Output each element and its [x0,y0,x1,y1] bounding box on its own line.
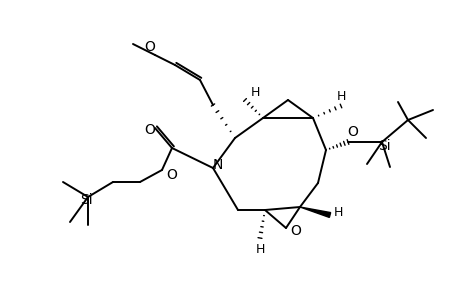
Text: Si: Si [377,139,390,153]
Text: O: O [290,224,301,238]
Text: H: H [250,85,259,98]
Text: Si: Si [79,193,92,207]
Text: O: O [144,40,155,54]
Text: N: N [213,158,223,172]
Text: H: H [333,206,342,218]
Text: H: H [255,244,264,256]
Polygon shape [299,207,330,217]
Text: H: H [336,89,345,103]
Text: O: O [166,168,177,182]
Text: O: O [144,123,155,137]
Text: O: O [347,125,358,139]
